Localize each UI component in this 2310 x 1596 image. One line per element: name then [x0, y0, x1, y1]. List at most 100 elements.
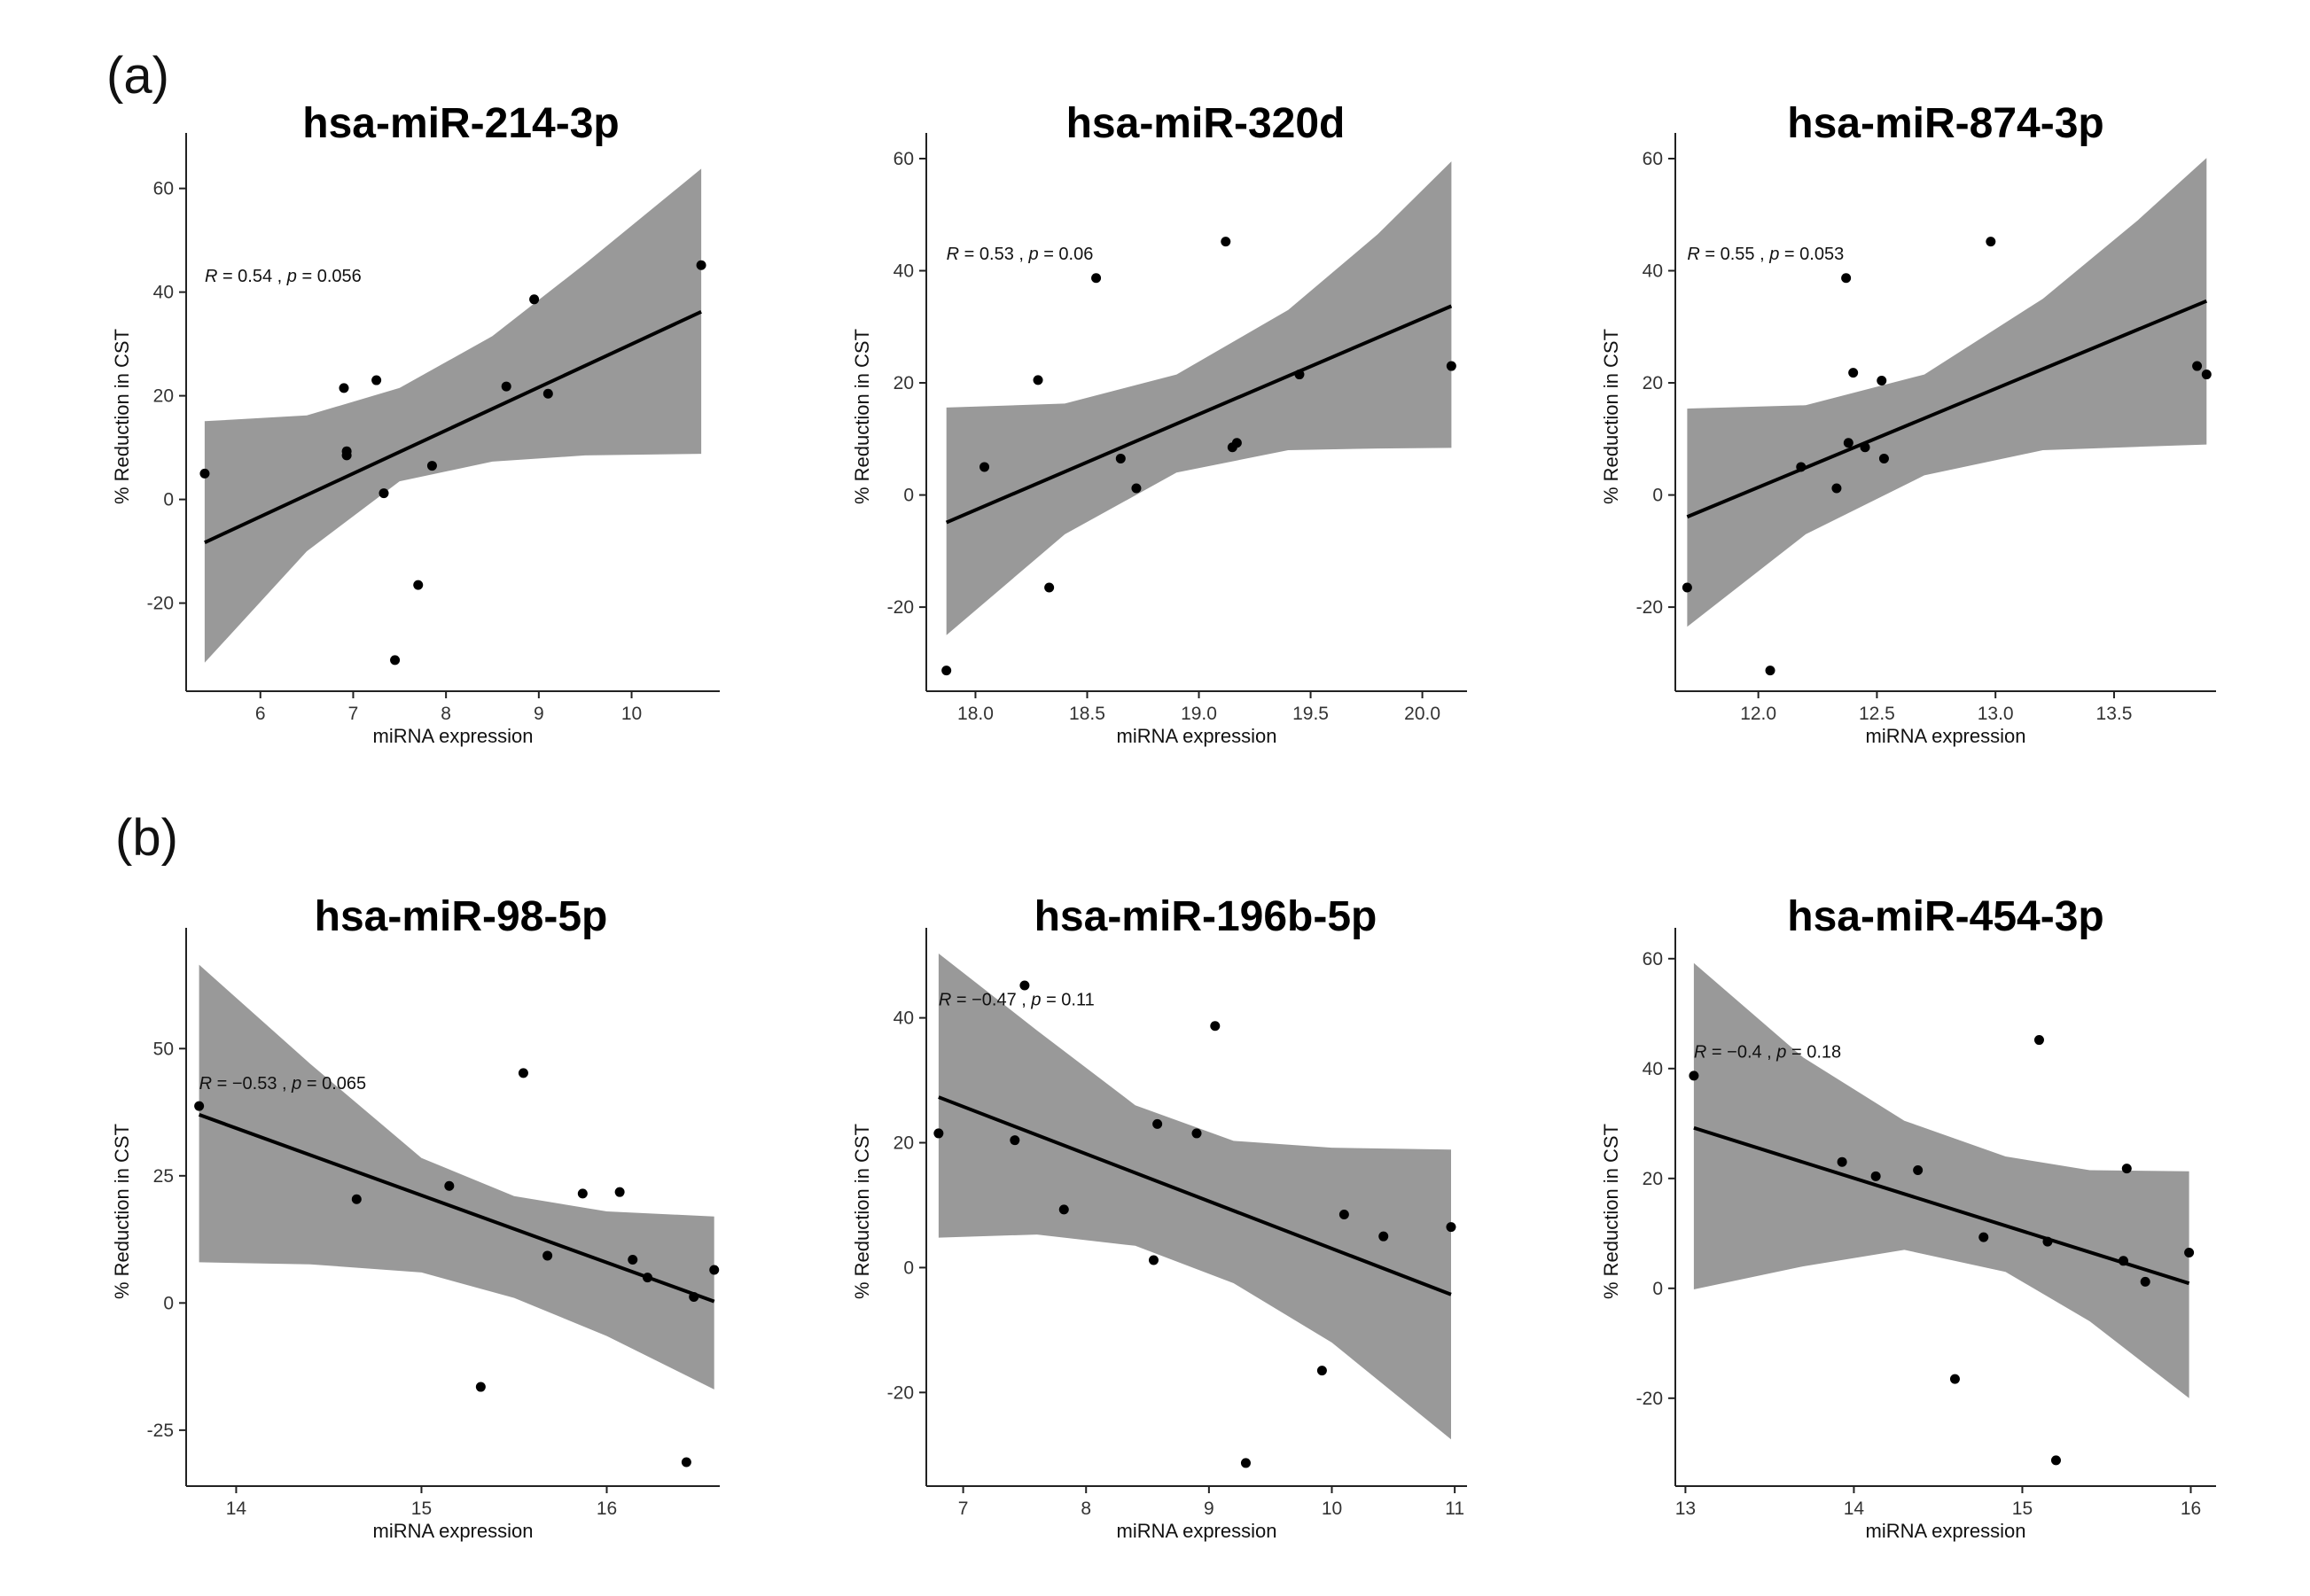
data-point: [614, 1187, 625, 1197]
data-point: [1091, 273, 1102, 284]
y-tick-label: 25: [153, 1166, 174, 1187]
correlation-annotation: R = −0.53 , p = 0.065: [199, 1074, 367, 1094]
y-tick-label: 50: [153, 1039, 174, 1059]
x-axis-label: miRNA expression: [373, 725, 534, 747]
data-point: [2033, 1035, 2044, 1046]
regression-line: [938, 1095, 1452, 1296]
y-tick-label: 20: [894, 373, 914, 393]
scatter-plot-4: 14 15 16 -25 0 25 50 miRNA expression % Reductio…: [111, 893, 720, 1542]
y-axis-label: % Reduction in CST: [111, 329, 133, 504]
data-point: [501, 381, 511, 392]
y-tick-label: 20: [1643, 373, 1663, 393]
x-axis-label: miRNA expression: [1866, 1520, 2026, 1542]
y-tick-label: 0: [1652, 486, 1663, 506]
data-point: [1841, 273, 1852, 284]
scatter-plot-1: 6 7 8 9 10 -20 0 20 40 60 miRNA expression % Reduct…: [111, 100, 720, 747]
x-tick-label: 20.0: [1404, 704, 1440, 724]
y-tick-label: -20: [887, 1382, 914, 1403]
y-tick-label: 40: [894, 1008, 914, 1029]
data-point: [696, 260, 706, 270]
data-point: [979, 462, 990, 472]
y-tick-label: 40: [1643, 1059, 1663, 1079]
plot-title: hsa-miR-454-3p: [1787, 893, 2103, 940]
y-tick-label: 0: [903, 486, 914, 506]
data-point: [194, 1101, 205, 1111]
data-point: [529, 294, 540, 305]
data-point: [2118, 1256, 2128, 1266]
data-point: [542, 1250, 553, 1261]
y-tick-label: 20: [153, 386, 174, 407]
y-tick-label: 60: [894, 149, 914, 169]
x-tick-label: 16: [597, 1499, 617, 1519]
data-point: [199, 468, 210, 479]
data-point: [1010, 1135, 1020, 1146]
data-point: [941, 666, 952, 676]
data-point: [1019, 980, 1030, 991]
x-tick-label: 8: [441, 704, 451, 724]
scatter-plot-3: 12.0 12.5 13.0 13.5 -20 0 20 40 60 miRNA expressi…: [1600, 100, 2216, 747]
x-tick-label: 16: [2181, 1499, 2201, 1519]
x-tick-label: 6: [255, 704, 266, 724]
y-tick-label: -20: [887, 597, 914, 618]
data-point: [1058, 1204, 1069, 1215]
data-point: [1044, 582, 1055, 593]
y-tick-label: 20: [894, 1133, 914, 1154]
data-point: [933, 1128, 944, 1139]
data-point: [2201, 370, 2212, 380]
plot-title: hsa-miR-320d: [1066, 100, 1346, 147]
y-axis-label: % Reduction in CST: [1600, 329, 1622, 504]
y-tick-label: 20: [1643, 1169, 1663, 1189]
scatter-plot-6: 13 14 15 16 -20 0 20 40 60 miRNA expression % Redu…: [1600, 893, 2216, 1542]
data-point: [2050, 1455, 2061, 1466]
data-point: [577, 1188, 588, 1199]
y-tick-label: 0: [163, 1293, 174, 1313]
data-point: [1316, 1366, 1327, 1376]
regression-line: [1693, 1125, 2190, 1286]
correlation-annotation: R = 0.53 , p = 0.06: [947, 245, 1094, 264]
x-tick-label: 13.5: [2096, 704, 2133, 724]
data-point: [689, 1291, 699, 1302]
confidence-band: [199, 964, 714, 1390]
plots-container: 6 7 8 9 10 -20 0 20 40 60 miRNA expression % Reduct…: [111, 100, 2216, 1542]
data-point: [1689, 1070, 1699, 1081]
data-point: [1878, 453, 1889, 463]
data-point: [628, 1255, 638, 1265]
data-point: [1837, 1156, 1847, 1167]
scatter-plot-2: 18.0 18.5 19.0 19.5 20.0 -20 0 20 40 60 miRNA expr…: [851, 100, 1467, 747]
data-point: [1446, 1222, 1456, 1233]
x-axis-label: miRNA expression: [1866, 725, 2026, 747]
x-tick-label: 11: [1445, 1499, 1464, 1519]
x-tick-label: 13.0: [1978, 704, 2014, 724]
data-point: [339, 383, 349, 393]
data-point: [2042, 1236, 2053, 1247]
confidence-band: [204, 168, 702, 663]
confidence-band: [946, 161, 1452, 635]
scatter-plot-5: 7 8 9 10 11 -20 0 20 40 miRNA expression % Reducti…: [851, 893, 1467, 1542]
plot-title: hsa-miR-214-3p: [302, 100, 619, 147]
data-point: [1446, 361, 1456, 371]
data-point: [1033, 375, 1043, 385]
x-axis-label: miRNA expression: [1117, 1520, 1277, 1542]
data-point: [341, 450, 352, 461]
x-tick-label: 10: [621, 704, 642, 724]
data-point: [1682, 582, 1692, 593]
regression-line: [1686, 299, 2208, 519]
y-tick-label: -20: [147, 594, 174, 614]
confidence-band: [1693, 962, 2189, 1398]
y-tick-label: -25: [147, 1421, 174, 1441]
data-point: [1870, 1171, 1881, 1181]
x-tick-label: 18.0: [957, 704, 994, 724]
y-tick-label: -20: [1636, 1389, 1663, 1409]
data-point: [1913, 1165, 1924, 1175]
x-tick-label: 7: [958, 1499, 969, 1519]
x-tick-label: 10: [1322, 1499, 1342, 1519]
data-point: [709, 1265, 720, 1275]
data-point: [351, 1194, 362, 1204]
data-point: [1131, 483, 1142, 494]
data-point: [378, 488, 389, 499]
data-point: [2140, 1276, 2150, 1287]
x-tick-label: 9: [1204, 1499, 1214, 1519]
y-tick-label: 40: [894, 261, 914, 282]
correlation-annotation: R = 0.54 , p = 0.056: [205, 267, 362, 286]
